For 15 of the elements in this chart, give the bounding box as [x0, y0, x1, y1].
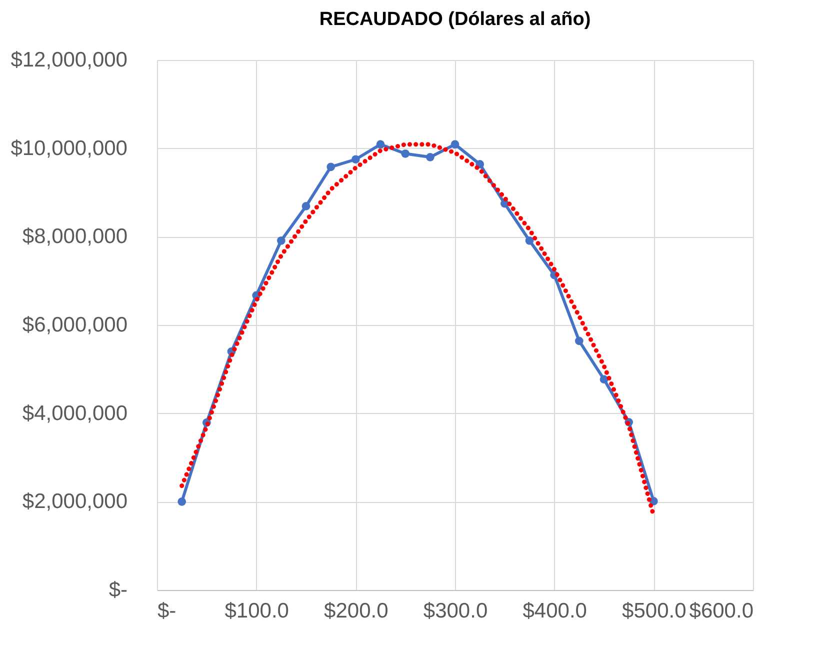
x-tick-label: $200.0	[324, 600, 388, 622]
chart-title: RECAUDADO (Dólares al año)	[319, 9, 591, 30]
x-tick-label: $100.0	[224, 600, 289, 622]
x-tick-label: $500.0	[622, 600, 686, 622]
x-tick-label: $-	[158, 600, 176, 622]
y-tick-label: $2,000,000	[22, 490, 128, 514]
y-tick-label: $12,000,000	[10, 48, 128, 72]
x-tick-label: $300.0	[423, 600, 488, 622]
y-tick-label: $8,000,000	[22, 225, 128, 248]
x-tick-label: $400.0	[522, 600, 587, 622]
y-tick-label: $-	[108, 578, 128, 602]
x-tick-label: $600.0	[689, 600, 754, 622]
y-tick-label: $6,000,000	[22, 314, 128, 336]
y-tick-label: $10,000,000	[10, 136, 128, 160]
y-tick-label: $4,000,000	[22, 402, 128, 425]
